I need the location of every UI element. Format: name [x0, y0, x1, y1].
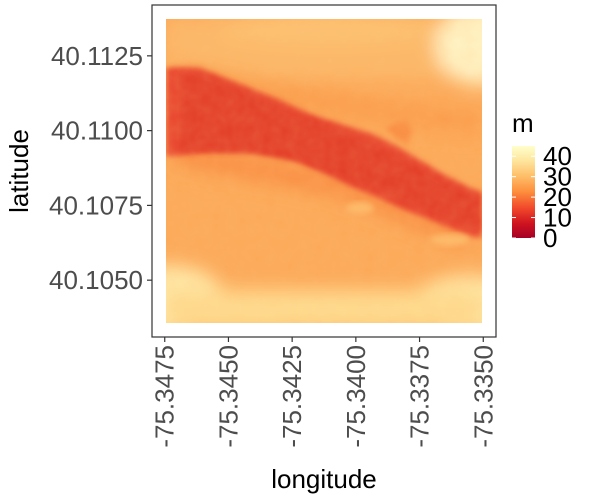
y-tick-label: 40.1075	[49, 190, 143, 220]
legend-tick-label: 30	[543, 162, 572, 192]
x-tick-label: -75.3400	[341, 345, 371, 448]
legend-tick-label: 0	[543, 223, 557, 253]
y-tick-label: 40.1050	[49, 265, 143, 295]
x-tick-label: -75.3375	[405, 345, 435, 448]
x-tick-label: -75.3475	[150, 345, 180, 448]
y-axis-title: latitude	[4, 129, 34, 213]
x-tick-label: -75.3450	[213, 345, 243, 448]
legend-tick-label: 40	[543, 141, 572, 171]
x-tick-label: -75.3425	[277, 345, 307, 448]
y-tick-label: 40.1100	[51, 116, 143, 146]
x-tick-label: -75.3350	[468, 345, 498, 448]
y-tick-label: 40.1125	[51, 41, 143, 71]
y-axis: 40.1125 40.1100 40.1075 40.1050	[49, 41, 152, 295]
elevation-raster	[166, 19, 482, 323]
legend-title: m	[512, 108, 534, 138]
x-axis-title: longitude	[271, 464, 377, 494]
legend-colorbar	[512, 146, 535, 238]
legend-tick-label: 20	[543, 182, 572, 212]
x-axis: -75.3475 -75.3450 -75.3425 -75.3400 -75.3375…	[150, 337, 498, 448]
legend-tick-label: 10	[543, 203, 572, 233]
